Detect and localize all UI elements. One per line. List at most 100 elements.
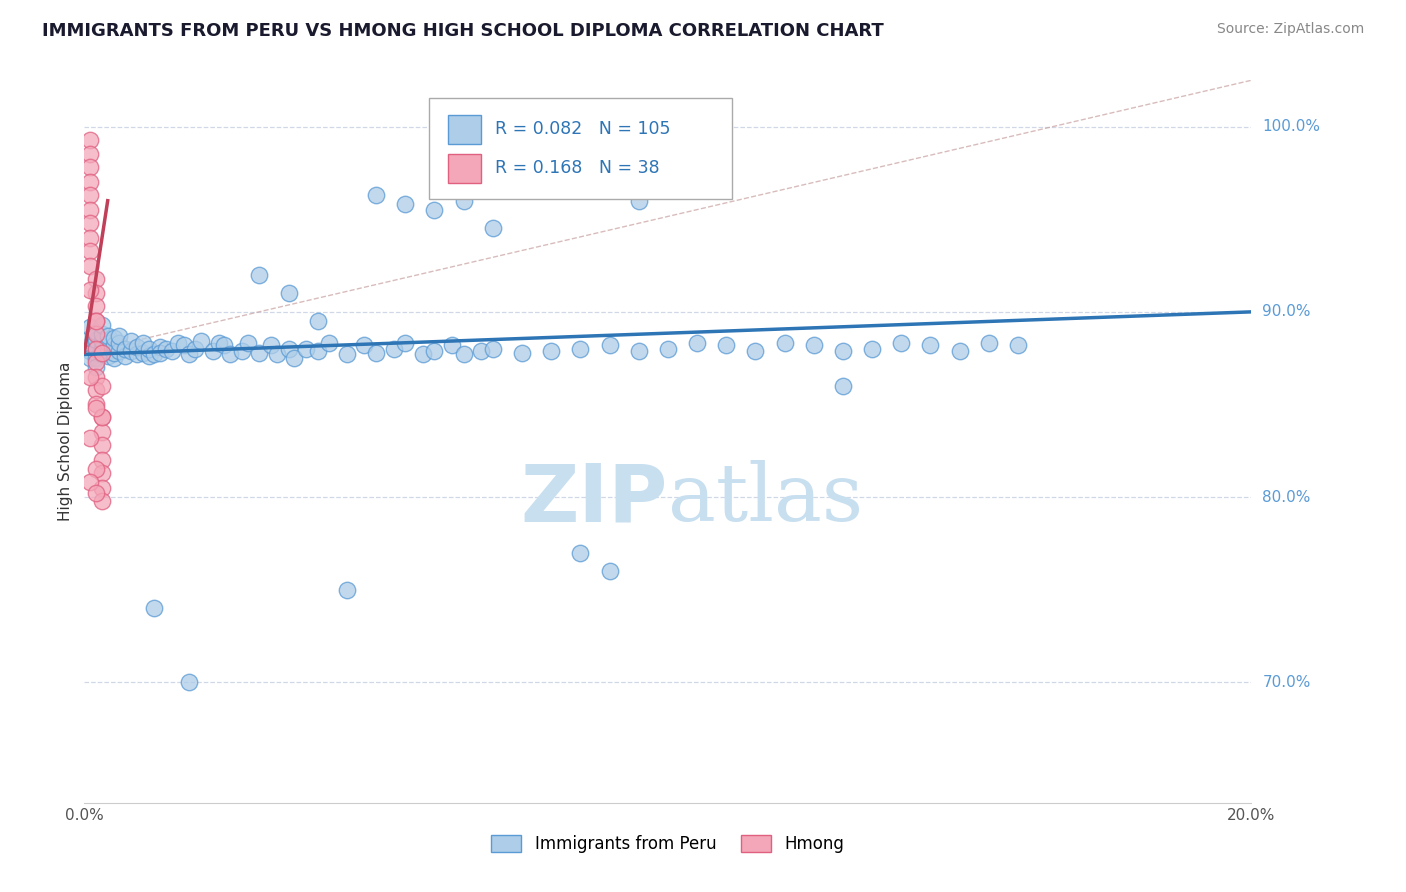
Text: ZIP: ZIP: [520, 460, 668, 539]
Point: [79, 259, 101, 273]
Point: [540, 343, 562, 358]
Point: [143, 601, 166, 615]
Point: [336, 582, 359, 597]
Point: [90, 318, 112, 332]
FancyBboxPatch shape: [449, 115, 481, 144]
Point: [84, 314, 107, 328]
Point: [207, 336, 229, 351]
Point: [138, 342, 160, 356]
Point: [79, 244, 101, 258]
Point: [90, 410, 112, 425]
Point: [79, 338, 101, 352]
Point: [103, 331, 125, 345]
Point: [231, 343, 253, 358]
Point: [366, 345, 388, 359]
Text: Source: ZipAtlas.com: Source: ZipAtlas.com: [1216, 22, 1364, 37]
Point: [79, 431, 101, 445]
Text: 100.0%: 100.0%: [1263, 120, 1320, 134]
Point: [249, 268, 271, 282]
Point: [277, 286, 299, 301]
Point: [657, 342, 679, 356]
Point: [236, 336, 259, 351]
Point: [599, 338, 621, 352]
Point: [166, 336, 188, 351]
Point: [482, 342, 505, 356]
Point: [214, 338, 236, 352]
Point: [627, 343, 650, 358]
Text: 70.0%: 70.0%: [1263, 675, 1310, 690]
Point: [84, 462, 107, 476]
Point: [160, 343, 183, 358]
Point: [423, 343, 446, 358]
Point: [482, 221, 505, 235]
Point: [440, 338, 463, 352]
Point: [79, 231, 101, 245]
Point: [90, 481, 112, 495]
Point: [103, 345, 125, 359]
Point: [84, 333, 107, 347]
Point: [283, 351, 305, 366]
Point: [307, 343, 329, 358]
Point: [318, 336, 340, 351]
Point: [219, 347, 242, 361]
Point: [295, 342, 318, 356]
Point: [510, 345, 533, 359]
Point: [353, 338, 375, 352]
Point: [79, 331, 101, 345]
Point: [90, 425, 112, 440]
Point: [266, 347, 288, 361]
Point: [79, 132, 101, 146]
Point: [190, 334, 212, 349]
Point: [79, 188, 101, 202]
Text: 90.0%: 90.0%: [1263, 304, 1310, 319]
Point: [179, 675, 201, 690]
Point: [84, 299, 107, 313]
Point: [569, 546, 592, 560]
Text: R = 0.082   N = 105: R = 0.082 N = 105: [495, 120, 671, 138]
Point: [569, 342, 592, 356]
Point: [832, 379, 855, 393]
Point: [744, 343, 766, 358]
Legend: Immigrants from Peru, Hmong: Immigrants from Peru, Hmong: [485, 828, 851, 860]
Point: [108, 329, 131, 343]
Point: [201, 343, 224, 358]
Point: [97, 336, 120, 351]
Point: [84, 286, 107, 301]
Point: [90, 342, 112, 356]
Point: [108, 336, 131, 351]
Point: [84, 327, 107, 342]
Point: [90, 493, 112, 508]
Point: [803, 338, 825, 352]
Text: 80.0%: 80.0%: [1263, 490, 1310, 505]
Point: [84, 340, 107, 354]
Point: [260, 338, 283, 352]
FancyBboxPatch shape: [449, 154, 481, 183]
Point: [84, 314, 107, 328]
Point: [453, 347, 475, 361]
Point: [84, 355, 107, 369]
Point: [84, 397, 107, 411]
Point: [79, 283, 101, 297]
Point: [423, 202, 446, 217]
Point: [90, 345, 112, 359]
Point: [84, 486, 107, 500]
Point: [336, 347, 359, 361]
Point: [599, 564, 621, 578]
Point: [394, 336, 416, 351]
Point: [184, 342, 207, 356]
Point: [79, 343, 101, 358]
Point: [977, 336, 1000, 351]
Point: [97, 343, 120, 358]
Point: [149, 340, 172, 354]
Point: [84, 360, 107, 375]
Point: [84, 345, 107, 359]
Text: R = 0.168   N = 38: R = 0.168 N = 38: [495, 160, 659, 178]
Point: [103, 338, 125, 352]
Point: [84, 383, 107, 397]
Point: [97, 329, 120, 343]
Text: IMMIGRANTS FROM PERU VS HMONG HIGH SCHOOL DIPLOMA CORRELATION CHART: IMMIGRANTS FROM PERU VS HMONG HIGH SCHOO…: [42, 22, 884, 40]
Point: [716, 338, 738, 352]
Point: [949, 343, 972, 358]
Point: [108, 343, 131, 358]
Point: [79, 351, 101, 366]
